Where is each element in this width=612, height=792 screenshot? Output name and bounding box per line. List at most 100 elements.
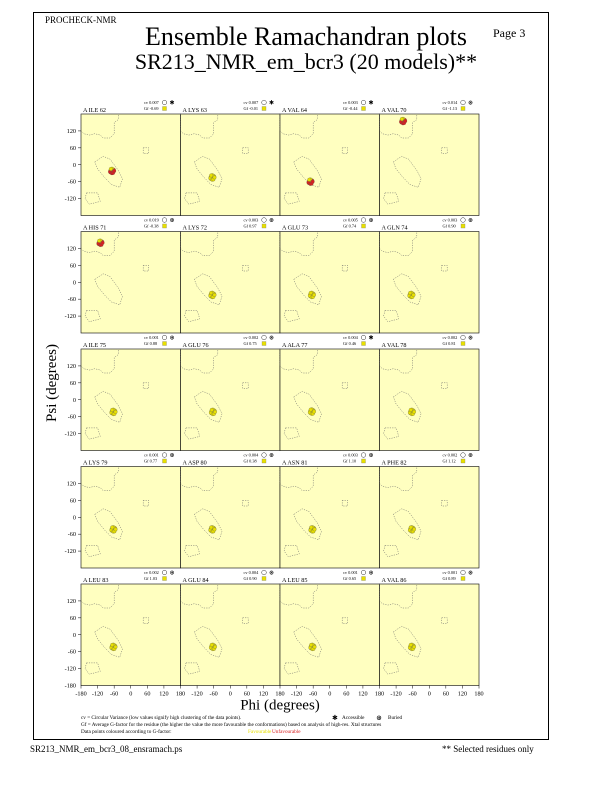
- allowed-region-outline: [180, 466, 219, 491]
- allowed-region-outline: [184, 545, 201, 557]
- y-tick-label: 60: [70, 380, 76, 387]
- cv-badge-icon: [460, 335, 466, 341]
- panel-residue-label: A ALA 77: [282, 342, 307, 349]
- panel-cv-label: cv 0.004: [343, 335, 359, 340]
- allowed-region-outline: [80, 348, 119, 374]
- allowed-region-outline: [180, 231, 219, 256]
- allowed-region-outline: [84, 192, 101, 205]
- cv-badge-icon: [460, 217, 466, 223]
- data-point: [408, 291, 413, 295]
- panel-cv-label: cv 0.007: [144, 100, 160, 105]
- data-point: [308, 291, 313, 295]
- y-tick-label: 0: [73, 279, 76, 286]
- data-point: [100, 240, 105, 245]
- access-icon: ⊛: [468, 571, 473, 577]
- panel-residue-label: A HIS 71: [83, 225, 106, 232]
- data-point: [309, 642, 314, 647]
- panel-residue-label: A LYS 79: [83, 460, 107, 467]
- access-icon: ✱: [269, 100, 274, 107]
- panel-gf-label: Gf 0.90: [443, 224, 456, 229]
- cv-badge-icon: [361, 335, 367, 341]
- chart-subtitle: SR213_NMR_em_bcr3 (20 models)**: [134, 49, 478, 74]
- cv-badge-icon: [261, 99, 267, 105]
- panel-background: [379, 231, 480, 334]
- panel-residue-label: A ILE 62: [83, 107, 106, 114]
- panel-background: [180, 231, 281, 334]
- x-tick-label: 120: [159, 691, 168, 698]
- access-icon: ⊛: [368, 218, 373, 224]
- x-tick-label: 180: [275, 691, 284, 698]
- y-tick-label: -60: [68, 179, 76, 186]
- panel-residue-label: A LYS 63: [183, 107, 207, 114]
- panel-cv-label: cv 0.002: [443, 453, 458, 458]
- allowed-region-outline: [283, 192, 300, 205]
- access-icon: ⊛: [468, 336, 473, 342]
- x-tick-label: 0: [328, 691, 331, 698]
- panel-cv-label: cv 0.002: [244, 335, 259, 340]
- panel-background: [80, 231, 181, 334]
- y-tick-label: 120: [67, 128, 76, 135]
- panel-cv-label: cv 0.003: [343, 100, 358, 105]
- x-tick-label: 60: [343, 691, 349, 698]
- x-tick-label: 120: [458, 691, 467, 698]
- x-tick-label: -60: [309, 691, 317, 698]
- cv-badge-icon: [460, 99, 466, 105]
- y-tick-label: 120: [67, 480, 76, 487]
- access-icon: ⊛: [368, 571, 373, 577]
- cv-badge-icon: [161, 99, 167, 105]
- panel-background: [180, 348, 281, 451]
- data-point: [307, 177, 312, 182]
- allowed-region-outline: [283, 427, 300, 440]
- panel-residue-label: A VAL 86: [382, 577, 407, 584]
- access-icon: ✱: [368, 335, 373, 342]
- access-icon: ⊛: [468, 218, 473, 224]
- data-point: [113, 644, 118, 649]
- panel-cv-label: cv 0.001: [443, 570, 458, 575]
- panel-gf-label: Gf 1.12: [443, 459, 456, 464]
- panel-gf-label: Gf 0.88: [144, 341, 157, 346]
- access-icon: ✱: [169, 100, 174, 107]
- data-point: [310, 179, 315, 184]
- x-tick-label: -60: [110, 691, 118, 698]
- cv-badge-icon: [161, 570, 167, 576]
- allowed-region-outline: [80, 231, 119, 256]
- y-tick-label: 120: [67, 245, 76, 252]
- panel-cv-label: cv 0.001: [343, 570, 358, 575]
- allowed-region-outline: [180, 348, 219, 374]
- x-tick-label: -120: [92, 691, 103, 698]
- panel-background: [180, 466, 281, 569]
- cv-badge-icon: [361, 452, 367, 458]
- y-tick-label: -60: [68, 296, 76, 303]
- gf-colour-swatch: [460, 106, 466, 111]
- data-point: [411, 293, 416, 297]
- cv-badge-icon: [261, 335, 267, 341]
- data-point: [209, 642, 214, 647]
- panel-gf-label: Gf 0.46: [343, 341, 357, 346]
- y-tick-label: 60: [70, 145, 76, 152]
- panel-gf-label: Gf 1.03: [144, 576, 157, 581]
- allowed-region-outline: [279, 466, 318, 491]
- gf-colour-swatch: [361, 223, 366, 229]
- legend-gf-text: Gf = Average G-factor for the residue (t…: [81, 721, 381, 728]
- data-point: [412, 409, 416, 414]
- data-point: [110, 525, 115, 530]
- y-tick-label: -180: [65, 683, 76, 690]
- panel-background: [80, 348, 181, 451]
- chart-title: Ensemble Ramachandran plots: [144, 22, 468, 51]
- y-tick-label: 0: [73, 162, 76, 169]
- panel-cv-label: cv 0.004: [244, 570, 260, 575]
- allowed-region-outline: [283, 545, 300, 557]
- panel-gf-label: Gf -0.01: [244, 106, 259, 111]
- x-tick-label: -120: [191, 691, 202, 698]
- data-point: [412, 527, 416, 532]
- panel-gf-label: Gf -0.44: [343, 106, 358, 111]
- gf-colour-swatch: [162, 341, 167, 346]
- allowed-region-outline: [383, 310, 400, 322]
- gf-colour-swatch: [361, 341, 366, 346]
- y-tick-label: 60: [70, 497, 76, 504]
- page-frame: [33, 12, 549, 740]
- data-point: [212, 293, 217, 297]
- cv-badge-icon: [261, 217, 267, 223]
- cv-badge-icon: [361, 99, 367, 105]
- x-tick-label: 0: [129, 691, 132, 698]
